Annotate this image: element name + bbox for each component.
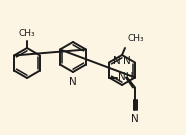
Text: CH₃: CH₃ xyxy=(127,34,144,43)
Text: NH: NH xyxy=(118,72,134,82)
Text: N: N xyxy=(113,57,121,67)
Text: N: N xyxy=(131,114,139,124)
Text: N: N xyxy=(123,57,131,67)
Text: CH₃: CH₃ xyxy=(19,29,35,38)
Text: N: N xyxy=(69,77,77,87)
